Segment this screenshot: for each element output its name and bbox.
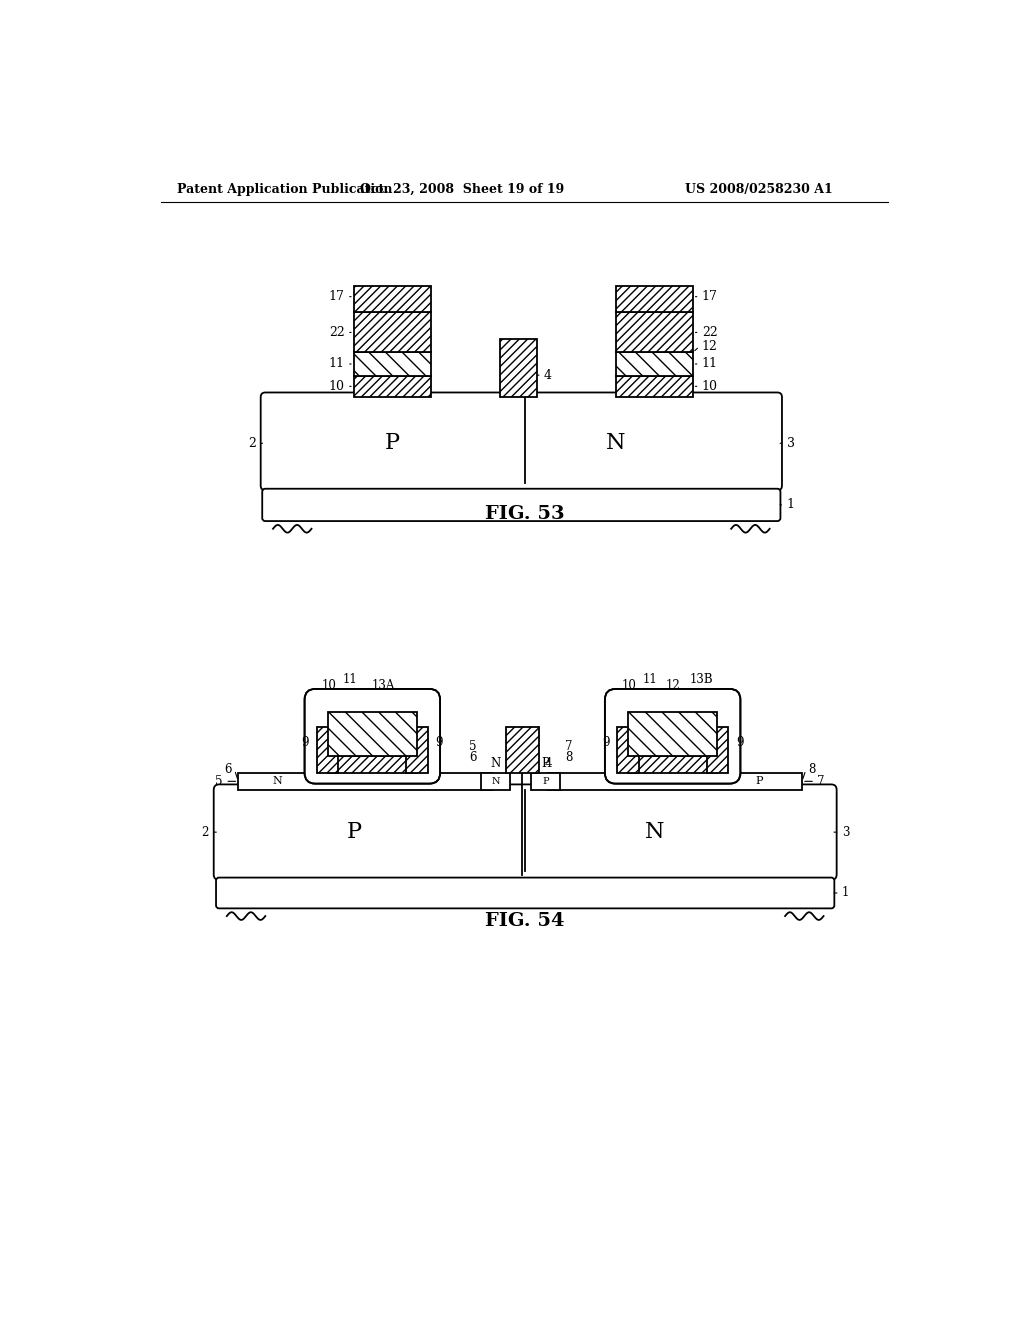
Bar — [316, 726, 339, 774]
Bar — [628, 711, 717, 756]
Text: 1: 1 — [786, 499, 795, 511]
Text: 5: 5 — [215, 775, 223, 788]
Text: P: P — [756, 776, 764, 787]
Bar — [500, 339, 538, 397]
Bar — [354, 376, 431, 397]
Text: P: P — [543, 777, 549, 785]
Text: FIG. 54: FIG. 54 — [485, 912, 564, 929]
Text: 6: 6 — [224, 763, 232, 776]
Text: 17: 17 — [329, 290, 345, 304]
Text: 9: 9 — [435, 735, 443, 748]
Text: 2: 2 — [201, 825, 208, 838]
Text: 10: 10 — [622, 678, 637, 692]
Text: 22: 22 — [701, 326, 718, 339]
Bar — [506, 726, 539, 774]
Bar — [239, 774, 493, 789]
FancyBboxPatch shape — [262, 488, 780, 521]
Bar — [615, 376, 692, 397]
Text: P: P — [385, 433, 399, 454]
Bar — [354, 352, 431, 376]
Bar — [615, 352, 692, 376]
Text: 3: 3 — [786, 437, 795, 450]
Bar — [615, 286, 692, 313]
Text: 17: 17 — [701, 290, 718, 304]
Text: 11: 11 — [642, 673, 657, 686]
Text: N: N — [606, 433, 626, 454]
Text: 4: 4 — [545, 758, 552, 770]
Text: 11: 11 — [701, 358, 718, 371]
Text: 12: 12 — [666, 678, 680, 692]
Bar — [707, 726, 728, 774]
Text: 9: 9 — [302, 735, 309, 748]
Text: 7: 7 — [565, 739, 572, 752]
Text: US 2008/0258230 A1: US 2008/0258230 A1 — [685, 182, 833, 195]
Bar — [628, 756, 717, 774]
Bar — [354, 313, 431, 352]
Bar — [548, 774, 802, 789]
Text: N: N — [492, 777, 500, 785]
Text: 6: 6 — [469, 751, 476, 763]
Bar — [328, 711, 417, 756]
Bar — [407, 726, 428, 774]
Text: 8: 8 — [565, 751, 572, 763]
Text: 13A: 13A — [372, 678, 395, 692]
Text: N: N — [272, 776, 282, 787]
Text: 10: 10 — [322, 678, 337, 692]
Text: 3: 3 — [842, 825, 850, 838]
Text: 10: 10 — [329, 380, 345, 393]
Bar — [531, 774, 560, 789]
Text: N: N — [490, 756, 501, 770]
Text: 2: 2 — [248, 437, 256, 450]
Text: 11: 11 — [342, 673, 357, 686]
Bar — [328, 756, 417, 774]
Text: Oct. 23, 2008  Sheet 19 of 19: Oct. 23, 2008 Sheet 19 of 19 — [359, 182, 564, 195]
Text: 4: 4 — [544, 368, 551, 381]
FancyBboxPatch shape — [214, 784, 837, 880]
Text: 10: 10 — [701, 380, 718, 393]
Text: P: P — [346, 821, 361, 843]
Text: 11: 11 — [329, 358, 345, 371]
Text: 12: 12 — [701, 341, 718, 352]
Text: FIG. 53: FIG. 53 — [485, 506, 564, 523]
Bar — [481, 774, 510, 789]
Text: Patent Application Publication: Patent Application Publication — [177, 182, 392, 195]
Text: 13B: 13B — [689, 673, 713, 686]
Text: 22: 22 — [329, 326, 345, 339]
Text: 8: 8 — [808, 763, 815, 776]
Text: 5: 5 — [469, 739, 476, 752]
FancyBboxPatch shape — [216, 878, 835, 908]
Text: 7: 7 — [817, 775, 825, 788]
Text: 9: 9 — [736, 735, 743, 748]
FancyBboxPatch shape — [605, 689, 740, 784]
Bar — [615, 313, 692, 352]
Text: 9: 9 — [602, 735, 609, 748]
FancyBboxPatch shape — [261, 392, 782, 490]
Bar — [354, 286, 431, 313]
Text: P: P — [542, 756, 550, 770]
FancyBboxPatch shape — [304, 689, 440, 784]
Bar — [617, 726, 639, 774]
Text: 1: 1 — [842, 887, 850, 899]
Text: N: N — [644, 821, 664, 843]
